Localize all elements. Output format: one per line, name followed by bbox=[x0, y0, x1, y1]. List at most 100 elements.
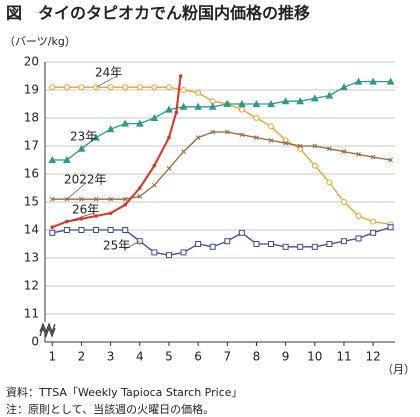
point bbox=[107, 227, 114, 233]
point bbox=[253, 115, 260, 121]
point bbox=[327, 146, 332, 152]
point bbox=[181, 149, 186, 154]
point bbox=[121, 119, 130, 127]
point bbox=[282, 243, 289, 250]
point bbox=[108, 196, 113, 202]
series-label: 26年 bbox=[72, 203, 99, 217]
point bbox=[387, 224, 394, 231]
point bbox=[93, 227, 100, 233]
point bbox=[208, 102, 217, 110]
point bbox=[268, 138, 274, 143]
point bbox=[152, 182, 157, 188]
point bbox=[106, 125, 115, 133]
point bbox=[297, 143, 303, 149]
x-tick-label: 4 bbox=[136, 350, 144, 364]
axis-break bbox=[39, 322, 56, 334]
point bbox=[167, 135, 171, 140]
y-tick-label: 19 bbox=[24, 83, 39, 97]
series-line bbox=[52, 80, 391, 161]
point bbox=[107, 84, 114, 91]
point bbox=[370, 229, 377, 236]
point bbox=[370, 154, 376, 160]
x-tick-label: 3 bbox=[107, 350, 115, 364]
y-tick-label: 15 bbox=[24, 195, 39, 209]
footnote: 注：原則として、当該週の火曜日の価格。 bbox=[6, 402, 214, 416]
y-tick-label: 20 bbox=[24, 55, 39, 69]
point bbox=[238, 229, 245, 236]
point bbox=[238, 106, 245, 113]
point bbox=[388, 157, 393, 163]
point bbox=[63, 155, 71, 163]
y-tick-label: 17 bbox=[24, 139, 39, 153]
point bbox=[48, 155, 57, 163]
point bbox=[150, 113, 159, 121]
y-tick-label: 12 bbox=[24, 279, 39, 293]
point bbox=[311, 243, 318, 250]
point bbox=[253, 241, 260, 247]
point bbox=[174, 110, 179, 115]
point bbox=[341, 149, 347, 154]
point bbox=[238, 99, 246, 107]
y-tick-label: 18 bbox=[24, 111, 39, 125]
point bbox=[210, 129, 216, 135]
point bbox=[151, 249, 158, 256]
point bbox=[152, 163, 157, 168]
point bbox=[370, 218, 377, 225]
point bbox=[355, 213, 362, 219]
point bbox=[180, 87, 187, 93]
x-tick-label: 6 bbox=[194, 350, 202, 364]
point bbox=[137, 194, 143, 199]
x-tick-label: 2 bbox=[78, 350, 86, 364]
point bbox=[122, 196, 128, 202]
point bbox=[297, 243, 304, 250]
point bbox=[195, 89, 202, 96]
point bbox=[340, 83, 348, 91]
y-axis-label: （バーツ/kg） bbox=[4, 35, 76, 48]
point bbox=[63, 84, 70, 91]
x-tick-label: 8 bbox=[253, 350, 261, 364]
series-label: 25年 bbox=[103, 239, 130, 253]
x-axis-label: （月） bbox=[382, 363, 415, 376]
point bbox=[311, 162, 318, 169]
point bbox=[224, 238, 231, 245]
series-label: 23年 bbox=[70, 130, 97, 144]
point bbox=[354, 77, 363, 85]
point bbox=[77, 144, 86, 152]
point bbox=[63, 227, 70, 233]
point bbox=[254, 135, 259, 140]
y-tick-label: 13 bbox=[24, 251, 39, 265]
point bbox=[166, 166, 172, 171]
point bbox=[180, 249, 187, 256]
x-tick-label: 7 bbox=[223, 350, 231, 364]
point bbox=[325, 91, 334, 99]
point bbox=[296, 97, 305, 105]
point bbox=[209, 243, 216, 250]
point bbox=[239, 132, 245, 138]
point bbox=[340, 199, 347, 205]
series-line bbox=[52, 131, 391, 200]
point bbox=[252, 99, 261, 107]
point bbox=[267, 99, 275, 107]
leader-line bbox=[66, 212, 95, 222]
point bbox=[78, 227, 85, 233]
point bbox=[136, 84, 143, 91]
y-tick-label: 16 bbox=[24, 167, 39, 181]
point bbox=[49, 229, 56, 236]
point bbox=[79, 196, 84, 202]
point bbox=[49, 196, 55, 202]
source-note: 資料：TTSA「Weekly Tapioca Starch Price」 bbox=[6, 385, 243, 399]
point bbox=[340, 238, 347, 245]
point bbox=[283, 140, 288, 146]
point bbox=[79, 217, 84, 221]
point bbox=[165, 252, 172, 259]
series-label: 2022年 bbox=[64, 173, 107, 187]
axis-break bbox=[39, 326, 56, 338]
point bbox=[137, 186, 142, 190]
point bbox=[268, 123, 275, 130]
point bbox=[151, 84, 158, 91]
point bbox=[224, 129, 230, 135]
leader-line bbox=[66, 182, 87, 200]
leader-line bbox=[91, 137, 97, 141]
